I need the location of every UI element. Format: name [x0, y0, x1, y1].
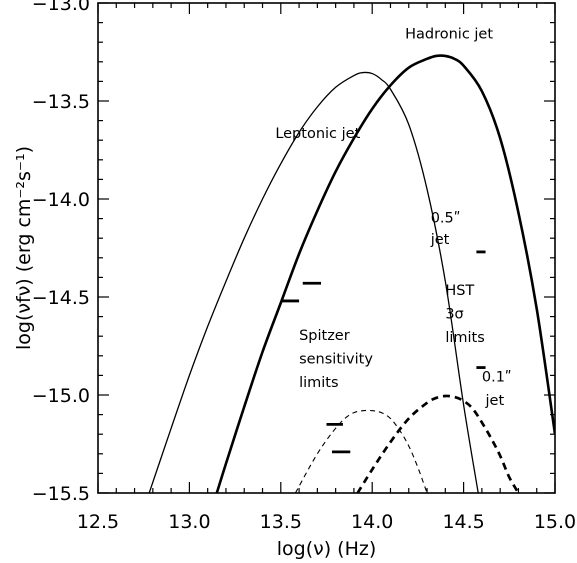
- series-line-2: [215, 54, 555, 493]
- plot-frame: [97, 2, 556, 494]
- series-line-4: [356, 394, 520, 493]
- curves-group: [148, 54, 555, 493]
- annotation-label: jet: [485, 393, 505, 409]
- x-tick-label: 14.0: [351, 511, 393, 533]
- annotation-label: 0.5ʺ: [431, 211, 461, 227]
- y-tick-label: −15.0: [32, 385, 90, 407]
- annotation-label: Spitzer: [299, 328, 350, 344]
- annotation-label: Hadronic jet: [405, 26, 493, 42]
- x-tick-label: 13.5: [260, 511, 302, 533]
- y-tick-label: −14.5: [32, 287, 90, 309]
- y-tick-label: −15.5: [32, 483, 90, 505]
- y-axis-title: log(νfν) (erg cm⁻²s⁻¹): [13, 146, 35, 350]
- annotations-group: Hadronic jet Leptonic jet 0.5ʺ jet HST 3σ limi…: [275, 26, 511, 409]
- x-tick-label: 13.0: [168, 511, 210, 533]
- x-tick-label: 12.5: [77, 511, 119, 533]
- annotation-label: 0.1ʺ: [482, 369, 512, 385]
- y-tick-label: −13.0: [32, 0, 90, 15]
- ticks-group: [97, 2, 556, 494]
- y-tick-label: −13.5: [32, 91, 90, 113]
- series-line-1: [148, 71, 479, 493]
- x-axis-title: log(ν) (Hz): [277, 538, 377, 560]
- annotation-label: limits: [299, 375, 338, 391]
- x-tick-label: 15.0: [534, 511, 576, 533]
- annotation-label: jet: [430, 232, 450, 248]
- annotation-label: HST: [445, 283, 474, 299]
- annotation-label: limits: [445, 330, 484, 346]
- tick-labels-group: 12.5 13.0 13.5 14.0 14.5 15.0 −13.0 −13.5 −14.0 −…: [32, 0, 576, 533]
- annotation-label: Leptonic jet: [275, 126, 360, 142]
- annotation-label: 3σ: [445, 307, 463, 323]
- limits-group: [280, 250, 486, 454]
- x-tick-label: 14.5: [442, 511, 484, 533]
- annotation-label: sensitivity: [299, 352, 373, 368]
- y-tick-label: −14.0: [32, 189, 90, 211]
- series-line-3: [294, 409, 428, 493]
